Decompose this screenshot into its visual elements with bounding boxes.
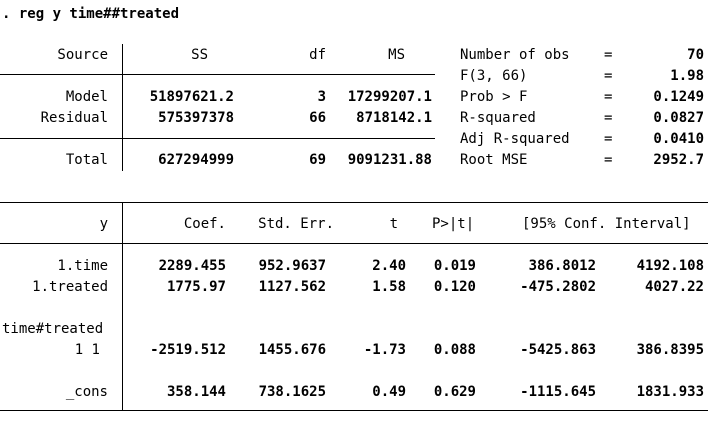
coef-cell-coef: 1775.97 — [166, 279, 226, 295]
anova-cell-ss: 627294999 — [158, 152, 234, 168]
coef-row-label: 1.time — [57, 258, 108, 274]
anova-row-label: Model — [65, 89, 108, 105]
coef-header-depvar: y — [99, 216, 108, 232]
coef-cell-t: 2.40 — [372, 258, 406, 274]
coef-cell-t: 1.58 — [372, 279, 406, 295]
coef-row-label: 1.treated — [32, 279, 108, 295]
coef-cell-ci-lower: -1115.645 — [520, 384, 596, 400]
anova-header-source: Source — [57, 47, 108, 63]
stat-label: Root MSE — [460, 152, 528, 168]
coef-cell-se: 1127.562 — [258, 279, 326, 295]
coef-header-ci: [95% Conf. Interval] — [522, 216, 691, 232]
anova-header-rule — [0, 74, 435, 75]
coef-cell-p: 0.120 — [433, 279, 476, 295]
coef-cell-ci-lower: -475.2802 — [520, 279, 596, 295]
coef-cell-coef: -2519.512 — [150, 342, 226, 358]
stat-value: 70 — [687, 47, 704, 63]
stat-value: 0.0827 — [653, 110, 704, 126]
coef-cell-ci-lower: 386.8012 — [528, 258, 596, 274]
coef-cell-t: 0.49 — [372, 384, 406, 400]
anova-cell-ss: 51897621.2 — [149, 89, 234, 105]
coef-cell-ci-lower: -5425.863 — [520, 342, 596, 358]
coef-header-p: P>|t| — [432, 216, 475, 232]
command-line: . reg y time##treated — [2, 6, 180, 22]
stat-label: Number of obs — [460, 47, 570, 63]
coef-row-label: 1 1 — [74, 342, 100, 358]
coef-cell-se: 1455.676 — [258, 342, 326, 358]
coef-cell-ci-upper: 4192.108 — [636, 258, 704, 274]
coef-cell-coef: 2289.455 — [158, 258, 226, 274]
stat-value: 0.1249 — [653, 89, 704, 105]
coef-group-label: time#treated — [2, 321, 104, 337]
anova-cell-df: 3 — [317, 89, 326, 105]
anova-cell-ms: 17299207.1 — [347, 89, 432, 105]
anova-cell-ss: 575397378 — [158, 110, 234, 126]
stat-label: Prob > F — [460, 89, 528, 105]
stat-value: 0.0410 — [653, 131, 704, 147]
stat-equals: = — [604, 110, 613, 126]
anova-row-label: Total — [65, 152, 108, 168]
coef-cell-ci-upper: 386.8395 — [636, 342, 704, 358]
anova-cell-ms: 8718142.1 — [356, 110, 432, 126]
coef-header-rule — [0, 243, 708, 244]
coef-cell-ci-upper: 4027.22 — [644, 279, 704, 295]
stat-label: F(3, 66) — [460, 68, 528, 84]
anova-cell-df: 66 — [309, 110, 326, 126]
coef-row-label: _cons — [65, 384, 108, 400]
stat-equals: = — [604, 68, 613, 84]
coef-cell-ci-upper: 1831.933 — [636, 384, 704, 400]
anova-header-ms: MS — [388, 47, 405, 63]
coef-cell-p: 0.629 — [433, 384, 476, 400]
coef-header-se: Std. Err. — [258, 216, 334, 232]
anova-row-label: Residual — [40, 110, 108, 126]
coef-cell-p: 0.088 — [433, 342, 476, 358]
stat-equals: = — [604, 47, 613, 63]
stat-equals: = — [604, 89, 613, 105]
coef-cell-se: 952.9637 — [258, 258, 326, 274]
anova-header-ss: SS — [191, 47, 208, 63]
anova-total-rule — [0, 138, 435, 139]
anova-header-df: df — [309, 47, 326, 63]
stat-label: Adj R-squared — [460, 131, 570, 147]
coef-cell-t: -1.73 — [363, 342, 406, 358]
anova-cell-ms: 9091231.88 — [347, 152, 432, 168]
coef-header-t: t — [389, 216, 398, 232]
stat-equals: = — [604, 131, 613, 147]
anova-cell-df: 69 — [309, 152, 326, 168]
stat-label: R-squared — [460, 110, 536, 126]
coef-top-rule — [0, 202, 708, 203]
coef-cell-se: 738.1625 — [258, 384, 326, 400]
anova-vertical-rule — [122, 44, 123, 171]
coef-bottom-rule — [0, 410, 708, 411]
coef-vertical-rule — [122, 202, 123, 411]
coef-cell-p: 0.019 — [433, 258, 476, 274]
stat-value: 1.98 — [670, 68, 704, 84]
stat-equals: = — [604, 152, 613, 168]
coef-header-coef: Coef. — [183, 216, 226, 232]
coef-cell-coef: 358.144 — [166, 384, 226, 400]
stat-value: 2952.7 — [653, 152, 704, 168]
